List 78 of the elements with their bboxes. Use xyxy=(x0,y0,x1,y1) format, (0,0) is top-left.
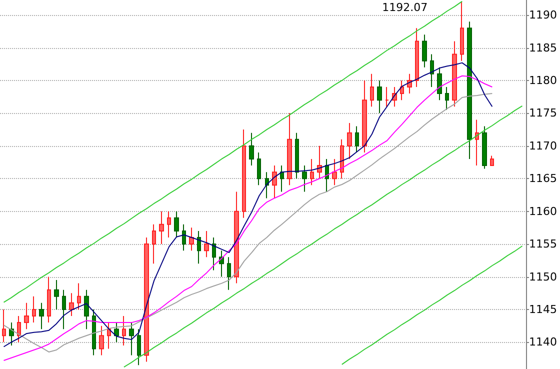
candlestick xyxy=(24,302,29,330)
candlestick xyxy=(114,322,119,343)
candlestick xyxy=(340,138,344,180)
y-tick-label: 1190 xyxy=(529,8,557,22)
candlestick xyxy=(317,145,322,180)
candlestick xyxy=(490,155,494,166)
candlestick xyxy=(249,132,254,166)
y-tick-label: 1160 xyxy=(529,204,557,218)
candlestick xyxy=(332,158,337,186)
candlestick xyxy=(129,322,134,356)
candlestick xyxy=(152,224,156,264)
candlestick xyxy=(137,328,141,366)
candlestick xyxy=(39,302,44,330)
candlestick xyxy=(174,210,179,238)
candlestick xyxy=(17,316,21,343)
y-tick-label: 1185 xyxy=(529,41,557,54)
candlestick xyxy=(377,80,382,114)
candlestick xyxy=(467,21,472,160)
candlestick xyxy=(325,158,329,192)
candlestick xyxy=(204,230,209,258)
line-series xyxy=(3,0,463,303)
candlestick xyxy=(9,322,14,346)
candlestick xyxy=(167,210,171,238)
line-series xyxy=(123,105,523,368)
y-tick-label: 1150 xyxy=(529,270,557,284)
candlestick xyxy=(415,28,419,88)
candlestick xyxy=(445,86,449,110)
candlestick xyxy=(385,86,389,108)
candlestick xyxy=(287,112,292,186)
y-tick-label: 1180 xyxy=(529,74,557,87)
annotation: 1192.07 xyxy=(382,1,428,14)
candlestick xyxy=(265,172,269,199)
candlestick xyxy=(159,210,164,245)
candlestick xyxy=(62,289,66,330)
candlestick xyxy=(99,325,104,356)
candlestick xyxy=(400,80,404,101)
candlestick xyxy=(295,132,299,180)
candlestick xyxy=(182,224,186,252)
candlestick xyxy=(32,296,36,324)
candlestick xyxy=(482,126,487,170)
candlestick xyxy=(84,289,89,330)
candlestick xyxy=(144,236,149,362)
y-tick-label: 1155 xyxy=(529,238,557,251)
candlestick xyxy=(437,66,442,101)
candlestick xyxy=(122,316,126,346)
candlestick xyxy=(280,165,284,192)
candlestick xyxy=(69,292,74,317)
candlestick xyxy=(430,54,434,88)
candlestick xyxy=(370,73,374,108)
y-tick-label: 1145 xyxy=(529,302,557,316)
candlestick xyxy=(272,165,277,199)
line-series xyxy=(341,246,523,365)
candlestick xyxy=(310,158,314,186)
candlestick xyxy=(197,230,201,264)
y-tick-label: 1165 xyxy=(529,172,557,186)
y-tick-label: 1175 xyxy=(529,106,557,120)
candlestick xyxy=(92,308,96,356)
candlestick xyxy=(460,1,464,62)
candlestick xyxy=(189,227,194,252)
y-tick-label: 1140 xyxy=(529,336,557,349)
candlestick xyxy=(347,122,352,160)
candlestick xyxy=(362,80,367,153)
candlestick xyxy=(77,282,81,310)
candlestick xyxy=(475,119,479,166)
candlestick xyxy=(47,276,51,324)
candlestick xyxy=(234,191,239,284)
candlestick xyxy=(212,236,216,271)
candlestick xyxy=(355,126,359,153)
candlestick xyxy=(54,280,59,310)
candlestick xyxy=(422,34,427,68)
y-tick-label: 1170 xyxy=(529,139,557,152)
candlestick xyxy=(2,308,6,343)
candlestick xyxy=(242,129,246,218)
candlestick xyxy=(302,165,307,192)
candlestick xyxy=(227,256,231,290)
candlestick xyxy=(107,322,111,350)
candlestick xyxy=(257,152,261,186)
candlestick xyxy=(452,40,457,108)
